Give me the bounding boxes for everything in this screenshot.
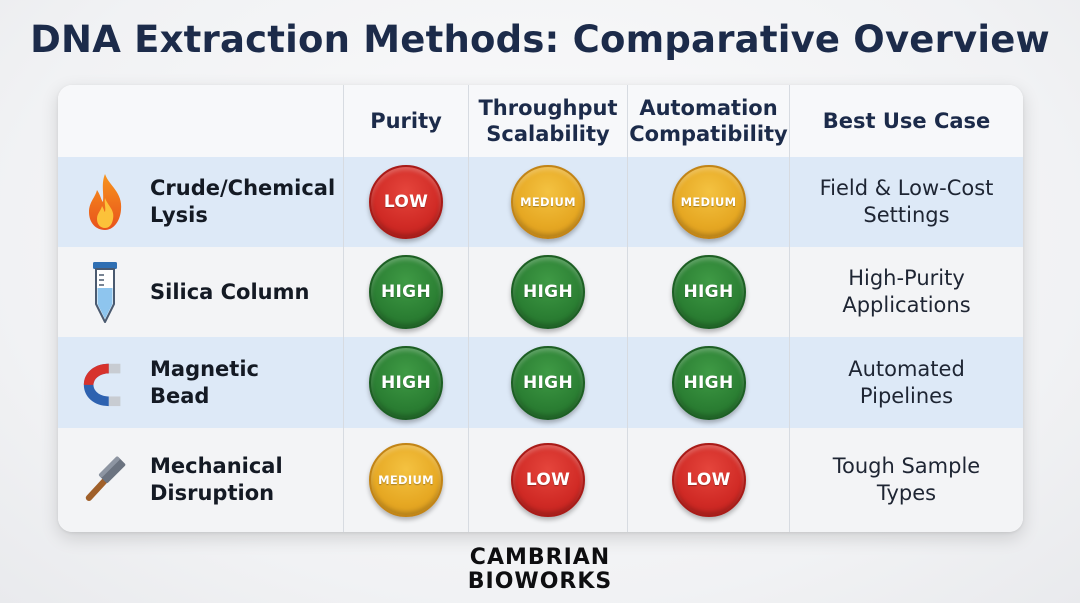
automation-badge: HIGH — [671, 255, 746, 329]
method-crude-lysis: Crude/Chemical Lysis — [58, 157, 344, 247]
test-tube-icon — [80, 260, 130, 324]
method-silica-column: Silica Column — [58, 247, 344, 337]
purity-badge: MEDIUM — [369, 443, 443, 517]
automation-badge: LOW — [671, 443, 746, 517]
automation-badge: HIGH — [671, 345, 746, 420]
throughput-badge: LOW — [511, 443, 585, 517]
header-empty — [58, 85, 344, 157]
purity-badge: HIGH — [369, 255, 443, 329]
method-mechanical-disruption: Mechanical Disruption — [58, 428, 344, 532]
comparison-table: Purity Throughput Scalability Automation C… — [58, 85, 1023, 532]
header-throughput: Throughput Scalability — [469, 85, 628, 157]
page-title: DNA Extraction Methods: Comparative Over… — [30, 18, 1050, 61]
throughput-badge: HIGH — [511, 345, 585, 420]
use-case-text: Automated Pipelines — [790, 337, 1023, 428]
hammer-icon — [80, 448, 130, 512]
throughput-badge: MEDIUM — [511, 165, 585, 239]
purity-badge: LOW — [369, 165, 443, 239]
magnet-icon — [80, 351, 130, 415]
company-logo: CAMBRIAN BIOWORKS — [467, 545, 613, 594]
automation-badge: MEDIUM — [671, 165, 746, 239]
use-case-text: Tough Sample Types — [790, 428, 1023, 532]
header-automation: Automation Compatibility — [628, 85, 790, 157]
use-case-text: Field & Low-Cost Settings — [790, 157, 1023, 247]
purity-badge: HIGH — [369, 345, 443, 420]
throughput-badge: HIGH — [511, 255, 585, 329]
header-use-case: Best Use Case — [790, 85, 1023, 157]
use-case-text: High-Purity Applications — [790, 247, 1023, 337]
method-magnetic-bead: Magnetic Bead — [58, 337, 344, 428]
flame-icon — [80, 170, 130, 234]
header-purity: Purity — [344, 85, 469, 157]
